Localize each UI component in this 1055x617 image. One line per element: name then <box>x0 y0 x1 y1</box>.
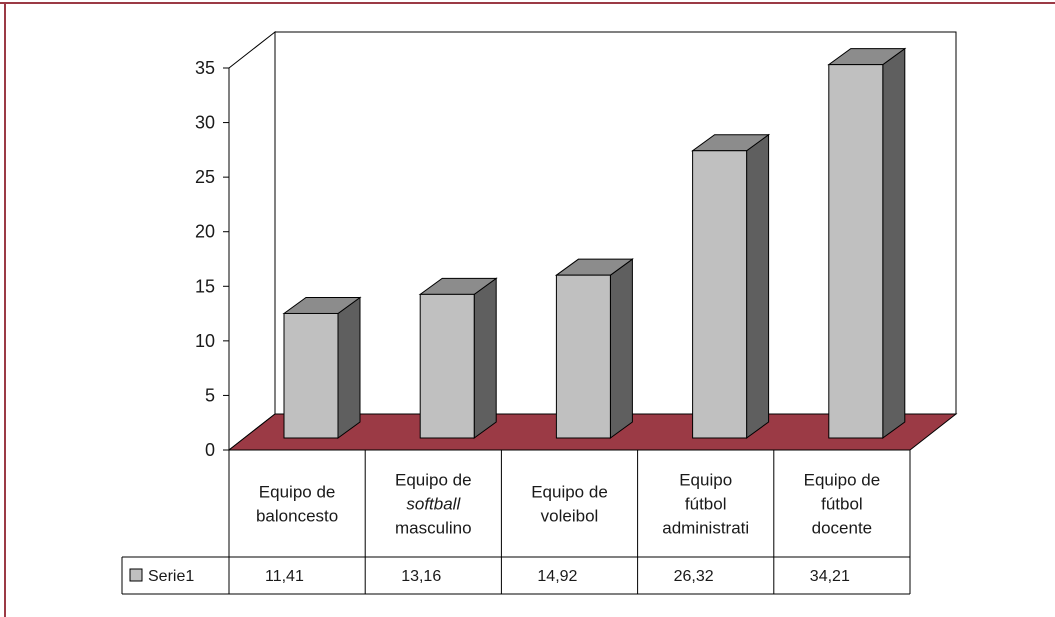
bar-side <box>746 133 770 439</box>
y-tick-label: 30 <box>195 113 215 133</box>
data-label: 14,92 <box>537 568 577 585</box>
bar-side <box>609 258 633 439</box>
side-wall <box>228 30 276 452</box>
bar <box>283 312 339 439</box>
x-category-label: voleibol <box>541 507 599 526</box>
bar-side <box>337 296 361 439</box>
frame-left-border <box>4 2 6 617</box>
series-name: Serie1 <box>148 568 194 585</box>
data-label: 13,16 <box>401 568 441 585</box>
x-category-label: softball <box>406 495 461 514</box>
data-label: 26,32 <box>674 568 714 585</box>
x-category-label: Equipo de <box>259 483 336 502</box>
x-category-label: fútbol <box>685 495 727 514</box>
frame-top-border <box>0 2 1055 4</box>
y-tick-label: 25 <box>195 167 215 187</box>
x-category-label: administrati <box>662 519 749 538</box>
y-tick-label: 10 <box>195 331 215 351</box>
y-tick-label: 5 <box>205 385 215 405</box>
bar <box>555 274 611 439</box>
x-category-label: fútbol <box>821 495 863 514</box>
y-tick-label: 35 <box>195 58 215 78</box>
y-tick-label: 20 <box>195 222 215 242</box>
bar-side <box>473 277 497 439</box>
bar <box>828 64 884 439</box>
bar <box>419 293 475 439</box>
legend-swatch <box>129 568 143 582</box>
y-tick-label: 15 <box>195 276 215 296</box>
x-category-label: Equipo de <box>395 471 472 490</box>
x-category-label: baloncesto <box>256 507 338 526</box>
data-label: 34,21 <box>810 568 850 585</box>
bar-side <box>882 47 906 439</box>
x-category-label: Equipo de <box>804 471 881 490</box>
x-category-label: Equipo <box>679 471 732 490</box>
y-tick-label: 0 <box>205 440 215 460</box>
bar <box>692 150 748 439</box>
data-label: 11,41 <box>265 568 304 585</box>
x-category-label: Equipo de <box>531 483 608 502</box>
x-category-label: masculino <box>395 519 472 538</box>
x-category-label: docente <box>812 519 873 538</box>
